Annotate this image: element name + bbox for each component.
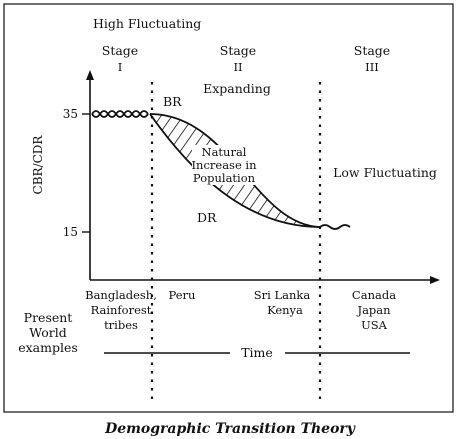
example-stage1-line-3: tribes: [104, 318, 138, 332]
stage-1-numeral: I: [118, 60, 123, 74]
stage-3-word: Stage: [354, 43, 390, 58]
br-label: BR: [163, 94, 182, 109]
stage-2-numeral: II: [233, 60, 242, 74]
present-world-line-1: Present: [24, 310, 73, 325]
outer-border: [3, 3, 454, 413]
example-stage3-line-3: USA: [361, 318, 388, 332]
high-fluctuating-label: High Fluctuating: [93, 16, 201, 31]
y-axis-label: CBR/CDR: [31, 135, 45, 195]
stage-1-word: Stage: [102, 43, 138, 58]
example-stage3-line-2: Japan: [356, 303, 391, 317]
stage-1-fluctuation-2: [91, 110, 149, 118]
present-world-line-2: World: [29, 325, 67, 340]
natural-increase-line-3: Population: [193, 171, 256, 185]
example-stage2b-line-1: Sri Lanka: [254, 288, 311, 302]
present-world-line-3: examples: [18, 340, 78, 355]
example-stage2b-line-2: Kenya: [267, 303, 303, 317]
low-fluctuating-label: Low Fluctuating: [333, 165, 437, 180]
natural-increase-line-1: Natural: [202, 145, 247, 159]
tick-label-35: 35: [63, 107, 78, 121]
example-stage3-line-1: Canada: [352, 288, 396, 302]
stage-1-fluctuation: [91, 110, 149, 118]
death-rate-curve: [149, 113, 321, 228]
dr-label: DR: [197, 210, 217, 225]
example-stage2-line-1: Peru: [169, 288, 196, 302]
example-stage1-line-2: Rainforest: [91, 303, 152, 317]
x-axis-arrow: [430, 276, 440, 284]
natural-increase-line-2: Increase in: [192, 158, 258, 172]
tick-label-15: 15: [63, 225, 78, 239]
stage-3-fluctuation: [319, 224, 351, 230]
y-axis-arrow: [86, 70, 94, 80]
stage-3-numeral: III: [365, 60, 379, 74]
diagram-caption: Demographic Transition Theory: [104, 421, 356, 437]
natural-increase-label-bg: [192, 145, 260, 185]
time-label: Time: [241, 345, 273, 360]
stage-2-word: Stage: [220, 43, 256, 58]
example-stage1-line-1: Bangladesh,: [85, 288, 157, 302]
expanding-label: Expanding: [203, 81, 271, 96]
